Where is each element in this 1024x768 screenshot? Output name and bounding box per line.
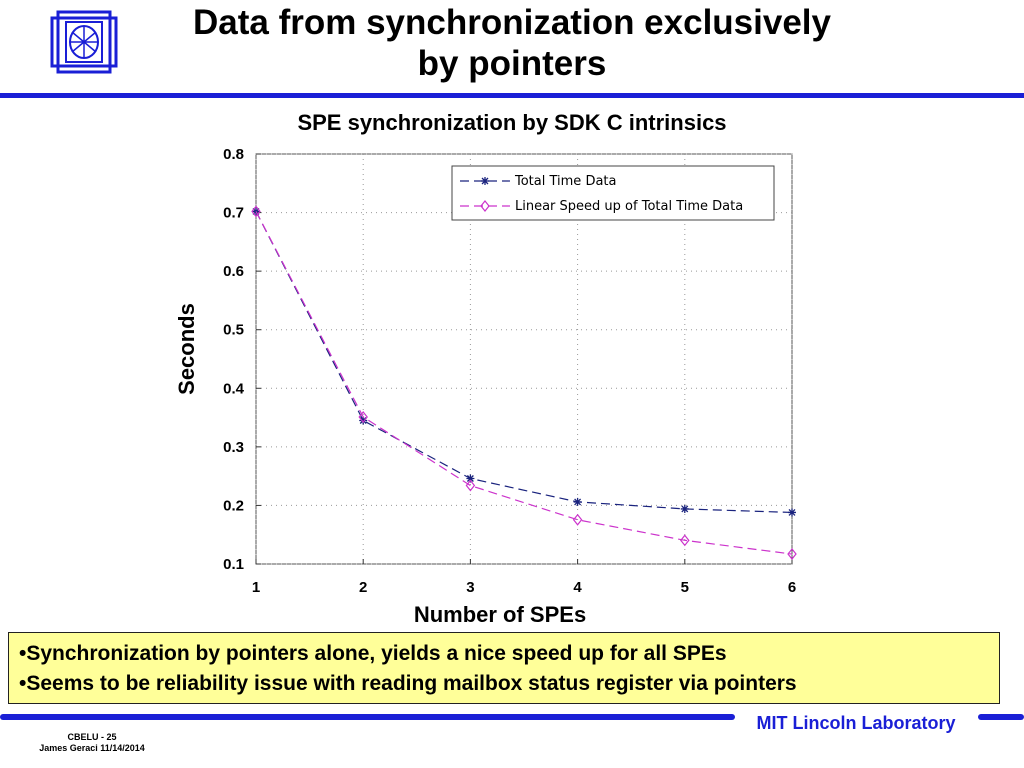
y-tick-label: 0.4	[223, 380, 245, 397]
bullet-text: Seems to be reliability issue with readi…	[26, 672, 797, 695]
slide-number: CBELU - 25	[67, 732, 117, 742]
x-axis-label: Number of SPEs	[413, 602, 587, 627]
x-tick-label: 5	[681, 579, 689, 596]
y-tick-label: 0.6	[223, 263, 244, 280]
summary-note: •Synchronization by pointers alone, yiel…	[8, 632, 1000, 704]
y-tick-label: 0.1	[223, 556, 244, 573]
data-point-diamond	[465, 479, 476, 492]
slide-title-line1: Data from synchronization exclusively	[193, 3, 831, 42]
data-point-diamond	[680, 534, 690, 547]
y-tick-label: 0.7	[223, 205, 244, 222]
legend-label: Total Time Data	[514, 174, 616, 189]
bullet-item: •Synchronization by pointers alone, yiel…	[19, 642, 727, 665]
x-tick-label: 6	[788, 579, 796, 596]
slide-title: Data from synchronization exclusively by…	[100, 2, 924, 84]
data-point-asterisk	[680, 504, 689, 513]
y-tick-label: 0.5	[223, 322, 244, 339]
data-point-asterisk	[788, 508, 796, 517]
slide-title-line2: by pointers	[417, 44, 607, 83]
y-tick-label: 0.3	[223, 439, 244, 456]
y-tick-label: 0.2	[223, 497, 244, 514]
lincoln-lab-logo-icon	[50, 10, 118, 74]
data-point-diamond	[572, 513, 583, 526]
lab-name: MIT Lincoln Laboratory	[756, 713, 956, 733]
data-point-diamond	[251, 205, 261, 218]
header-divider	[0, 93, 1024, 98]
data-point-asterisk	[481, 177, 489, 185]
series-line	[255, 211, 793, 514]
data-point-asterisk	[573, 497, 582, 506]
footer-divider-right	[978, 714, 1024, 720]
chart-title: SPE synchronization by SDK C intrinsics	[297, 110, 727, 135]
x-tick-label: 1	[252, 579, 260, 596]
slide-footer: CBELU - 25 James Geraci 11/14/2014	[22, 732, 162, 754]
plot-area	[255, 153, 793, 565]
data-point-diamond	[358, 411, 368, 423]
legend-label: Linear Speed up of Total Time Data	[515, 199, 743, 214]
author-date: James Geraci 11/14/2014	[39, 743, 145, 753]
x-tick-label: 4	[573, 579, 582, 596]
data-point-diamond	[480, 200, 490, 212]
footer-divider-left	[0, 714, 735, 720]
x-tick-label: 2	[359, 579, 367, 596]
x-tick-label: 3	[466, 579, 474, 596]
y-tick-label: 0.8	[223, 146, 244, 163]
bullet-item: •Seems to be reliability issue with read…	[19, 672, 797, 695]
data-point-diamond	[787, 548, 797, 561]
bullet-text: Synchronization by pointers alone, yield…	[26, 642, 727, 665]
data-point-asterisk	[359, 416, 368, 425]
legend-box	[451, 165, 775, 221]
data-point-asterisk	[466, 474, 475, 483]
